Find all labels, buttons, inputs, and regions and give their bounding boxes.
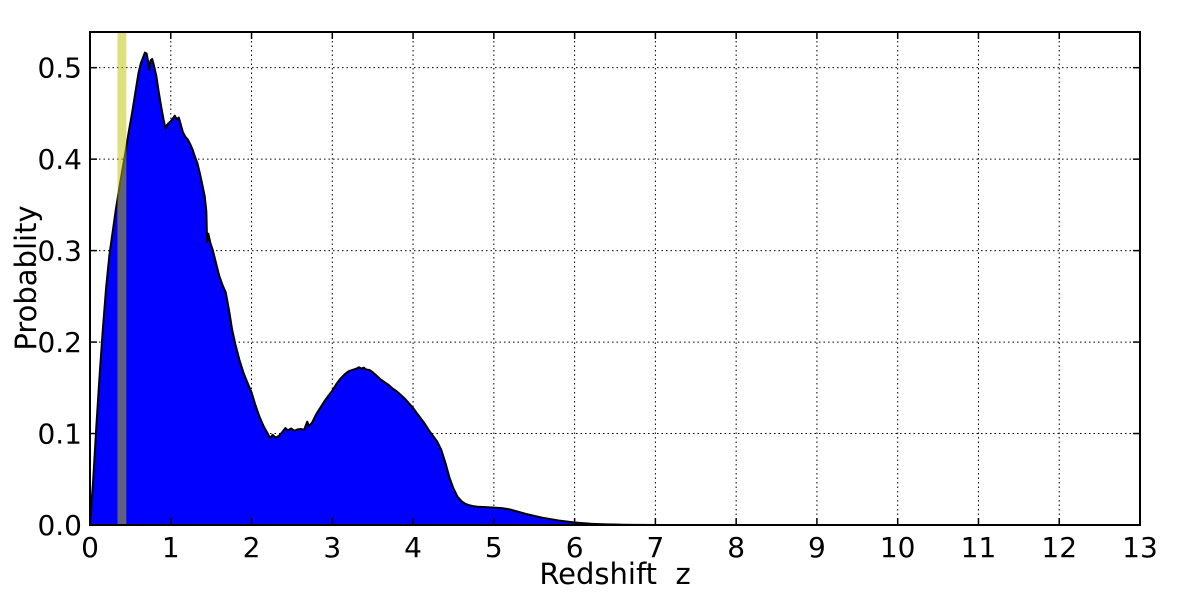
x-tick-label: 0: [81, 531, 99, 564]
x-tick-label: 13: [1122, 531, 1158, 564]
x-tick-label: 2: [243, 531, 261, 564]
x-tick-label: 8: [727, 531, 745, 564]
x-tick-label: 9: [808, 531, 826, 564]
x-tick-label: 1: [162, 531, 180, 564]
x-tick-label: 4: [404, 531, 422, 564]
plot-border: [89, 31, 1141, 526]
x-tick-label: 10: [880, 531, 916, 564]
y-tick-label: 0.4: [37, 143, 82, 176]
y-tick-label: 0.2: [37, 326, 82, 359]
y-tick-label: 0.1: [37, 418, 82, 451]
y-tick-labels: 0.0 0.1 0.2 0.3 0.4 0.5: [37, 52, 82, 542]
x-tick-label: 7: [646, 531, 664, 564]
x-tick-label: 3: [323, 531, 341, 564]
y-axis-label: Probablity: [9, 205, 43, 350]
x-tick-label: 11: [961, 531, 997, 564]
y-tick-label: 0.0: [37, 509, 82, 542]
x-axis-label: Redshift z: [539, 557, 690, 591]
y-tick-label: 0.3: [37, 235, 82, 268]
x-tick-label: 5: [485, 531, 503, 564]
x-tick-labels: 0 1 2 3 4 5 6 7 8 9 10 11 12 13: [81, 531, 1158, 564]
redshift-highlight-band: [117, 32, 127, 525]
x-tick-label: 6: [566, 531, 584, 564]
tick-marks-layer: [89, 32, 1141, 526]
x-tick-label: 12: [1041, 531, 1077, 564]
y-tick-label: 0.5: [37, 52, 82, 85]
probability-density-area: [89, 51, 657, 526]
